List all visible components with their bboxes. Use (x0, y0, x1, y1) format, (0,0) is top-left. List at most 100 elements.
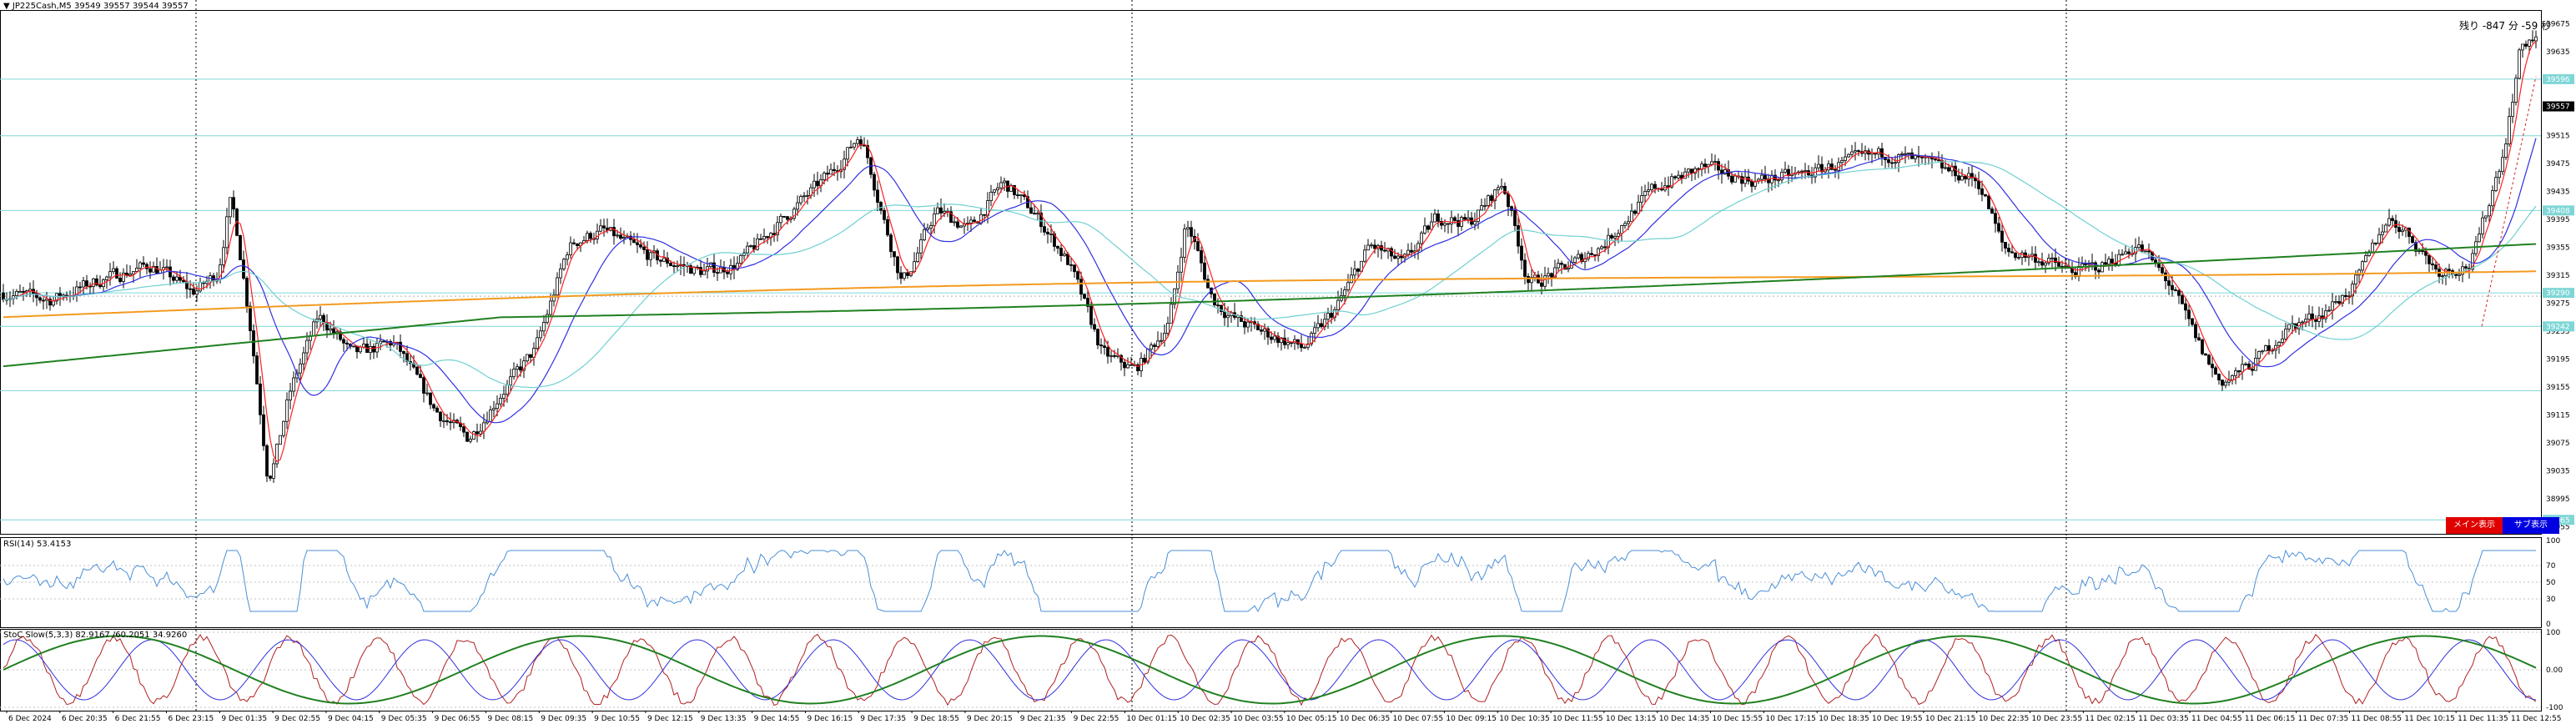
candle-body[interactable] (702, 270, 706, 275)
candle-body[interactable] (2017, 257, 2020, 259)
candle-body[interactable] (589, 233, 592, 239)
candle-body[interactable] (2161, 267, 2164, 274)
candle-body[interactable] (612, 227, 616, 237)
candle-body[interactable] (2311, 313, 2314, 320)
candle-body[interactable] (2054, 257, 2057, 264)
candle-body[interactable] (1079, 279, 1083, 295)
candle-body[interactable] (799, 196, 802, 204)
candle-body[interactable] (2014, 252, 2017, 259)
candle-body[interactable] (969, 219, 973, 224)
candle-body[interactable] (2037, 261, 2040, 264)
candle-body[interactable] (2, 292, 5, 300)
candle-body[interactable] (1083, 294, 1086, 299)
candle-body[interactable] (2391, 218, 2394, 221)
candle-body[interactable] (1777, 179, 1780, 182)
candle-body[interactable] (1473, 221, 1477, 225)
candle-body[interactable] (1150, 344, 1153, 350)
candle-body[interactable] (1076, 271, 1079, 280)
candle-body[interactable] (1500, 185, 1503, 189)
candle-body[interactable] (2117, 254, 2121, 266)
candle-body[interactable] (966, 222, 969, 224)
candle-body[interactable] (1343, 289, 1346, 296)
candle-body[interactable] (1326, 313, 1330, 320)
candle-body[interactable] (1844, 156, 1847, 161)
candle-body[interactable] (1827, 163, 1830, 171)
candle-body[interactable] (2501, 157, 2504, 173)
candle-body[interactable] (632, 239, 636, 244)
candle-body[interactable] (746, 245, 749, 254)
candle-body[interactable] (115, 268, 118, 279)
candle-body[interactable] (2307, 313, 2311, 320)
candle-body[interactable] (1520, 245, 1523, 261)
candle-body[interactable] (502, 394, 506, 399)
candle-body[interactable] (1997, 223, 2000, 232)
candle-body[interactable] (402, 351, 405, 354)
candle-body[interactable] (929, 225, 933, 229)
candle-body[interactable] (1667, 185, 1670, 188)
candle-body[interactable] (2194, 324, 2197, 339)
candle-body[interactable] (2421, 250, 2424, 252)
candle-body[interactable] (1517, 225, 1520, 247)
candle-body[interactable] (1587, 253, 1590, 259)
candle-body[interactable] (2204, 353, 2207, 356)
candle-body[interactable] (2127, 251, 2131, 254)
candle-body[interactable] (1256, 324, 1260, 330)
candle-body[interactable] (2111, 259, 2114, 264)
candle-body[interactable] (1420, 232, 1423, 244)
candle-body[interactable] (352, 345, 355, 348)
candle-body[interactable] (1914, 155, 1917, 159)
candle-body[interactable] (432, 404, 435, 409)
candle-body[interactable] (1690, 168, 1693, 174)
candle-body[interactable] (1763, 174, 1767, 179)
candle-body[interactable] (1106, 347, 1109, 357)
candle-body[interactable] (896, 256, 899, 274)
candle-body[interactable] (2471, 253, 2474, 270)
candle-body[interactable] (889, 234, 893, 253)
candle-body[interactable] (419, 374, 422, 379)
candle-body[interactable] (846, 147, 849, 160)
candle-body[interactable] (899, 272, 903, 279)
candle-body[interactable] (1300, 344, 1303, 349)
candle-body[interactable] (292, 377, 295, 392)
candle-body[interactable] (259, 383, 262, 415)
candle-body[interactable] (1003, 180, 1006, 184)
candle-body[interactable] (1887, 159, 1890, 163)
candle-body[interactable] (552, 294, 556, 302)
candle-body[interactable] (756, 238, 759, 250)
candle-body[interactable] (2441, 275, 2444, 278)
candle-body[interactable] (576, 243, 579, 246)
candle-body[interactable] (1857, 150, 1860, 153)
candle-body[interactable] (2401, 229, 2404, 233)
candle-body[interactable] (1640, 195, 1643, 203)
candle-body[interactable] (1854, 150, 1857, 153)
candle-body[interactable] (285, 400, 289, 422)
candle-body[interactable] (873, 173, 876, 191)
candle-body[interactable] (2347, 295, 2351, 298)
candle-body[interactable] (415, 366, 419, 375)
candle-body[interactable] (1183, 229, 1186, 258)
candle-body[interactable] (1527, 275, 1530, 284)
candle-body[interactable] (1346, 282, 1350, 290)
candle-body[interactable] (772, 233, 776, 235)
candle-body[interactable] (916, 252, 919, 263)
candle-body[interactable] (1900, 153, 1904, 155)
candle-body[interactable] (792, 209, 796, 219)
candle-body[interactable] (739, 254, 742, 264)
candle-body[interactable] (672, 265, 676, 268)
candle-body[interactable] (786, 216, 789, 220)
candle-body[interactable] (1717, 161, 1720, 171)
candle-body[interactable] (959, 225, 963, 228)
candle-body[interactable] (442, 420, 445, 422)
candle-body[interactable] (42, 299, 45, 302)
candle-body[interactable] (936, 207, 939, 214)
candle-body[interactable] (1617, 233, 1620, 237)
candle-body[interactable] (1136, 364, 1140, 371)
candle-body[interactable] (1393, 255, 1396, 259)
candle-body[interactable] (1877, 148, 1880, 155)
candle-body[interactable] (1039, 213, 1043, 228)
candle-body[interactable] (536, 337, 539, 349)
candle-body[interactable] (2301, 321, 2304, 324)
candle-body[interactable] (1557, 263, 1560, 269)
candle-body[interactable] (1380, 245, 1383, 251)
candle-body[interactable] (1493, 189, 1497, 201)
